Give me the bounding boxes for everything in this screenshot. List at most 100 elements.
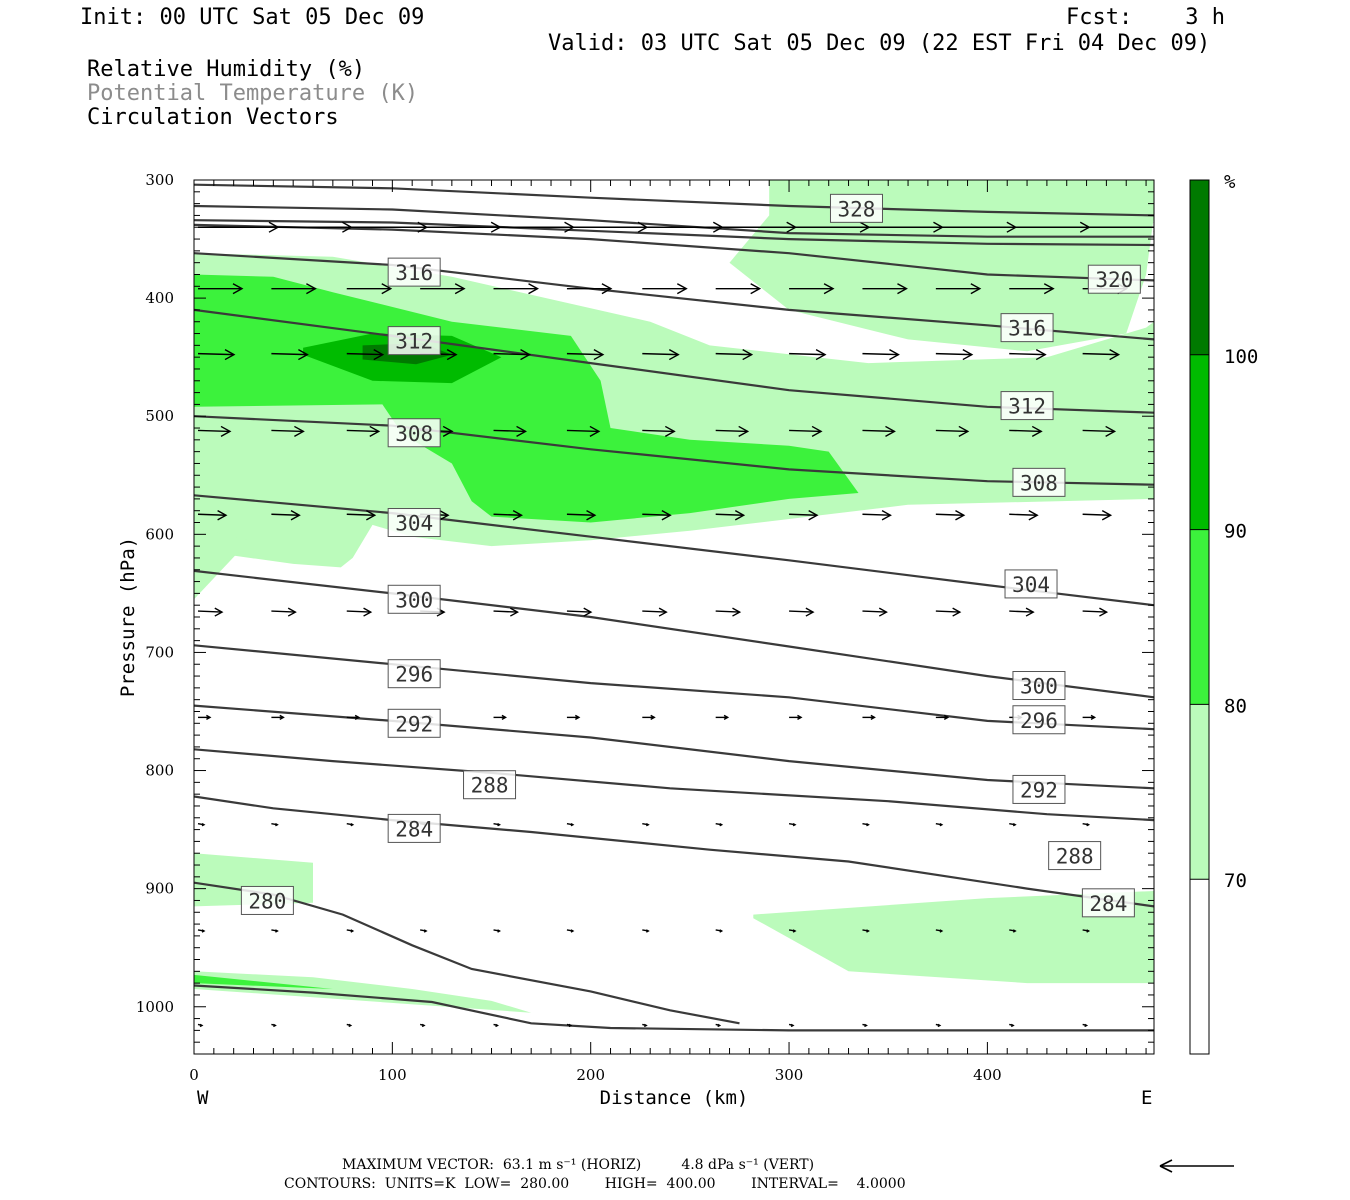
- vector-5-8: [789, 607, 815, 617]
- vector-shaft: [197, 429, 231, 433]
- vector-head: [206, 714, 212, 720]
- vector-head: [732, 607, 742, 617]
- vector-head: [275, 822, 279, 827]
- colorbar-swatch-3: [1190, 704, 1209, 880]
- vector-head: [601, 283, 613, 295]
- vector-head: [650, 714, 656, 720]
- vector-head: [797, 714, 803, 720]
- x-axis-title: Distance (km): [600, 1087, 749, 1109]
- vector-4-1: [271, 510, 301, 521]
- theta-contour-332: [194, 219, 1154, 247]
- vector-head: [568, 1023, 573, 1028]
- vector-shaft: [493, 610, 518, 613]
- contour-label-box: [1012, 467, 1066, 497]
- vector-head: [943, 714, 950, 720]
- vector-head: [586, 510, 597, 521]
- contour-label-296-1: 296: [1012, 705, 1066, 735]
- contour-label-box: [1081, 888, 1135, 918]
- vector-head: [520, 349, 531, 361]
- field-rh-label: Relative Humidity (%): [87, 57, 366, 82]
- vector-7-5: [566, 822, 575, 827]
- vector-head: [1101, 510, 1113, 521]
- vector-head: [306, 283, 317, 295]
- vector-shaft: [715, 610, 740, 613]
- vector-head: [1090, 714, 1097, 720]
- theta-contour-328: [194, 183, 1154, 217]
- vector-3-5: [566, 425, 601, 437]
- contour-label-text: 288: [1056, 845, 1094, 869]
- contour-label-box: [387, 508, 441, 538]
- vector-9-0: [197, 1023, 204, 1028]
- vector-shaft: [862, 610, 887, 613]
- vector-shaft: [935, 352, 972, 356]
- vector-shaft: [493, 513, 522, 516]
- vector-9-6: [642, 1023, 648, 1028]
- vector-head: [512, 510, 523, 521]
- vector-head: [350, 822, 355, 827]
- contour-label-text: 304: [1012, 573, 1050, 597]
- vector-8-10: [935, 929, 944, 933]
- vector-head: [719, 822, 724, 827]
- vector-shaft: [197, 352, 235, 356]
- vector-6-4: [493, 714, 507, 720]
- contour-label-box: [387, 708, 441, 738]
- vector-head: [442, 425, 454, 437]
- y-tick-label: 700: [145, 643, 174, 661]
- vector-3-7: [715, 425, 750, 437]
- vector-5-4: [493, 607, 519, 617]
- contour-label-box: [240, 885, 294, 915]
- vector-5-0: [197, 607, 224, 617]
- vector-head: [958, 425, 970, 437]
- contour-label-316-0: 316: [387, 257, 441, 287]
- x-tick-label: 400: [973, 1066, 1002, 1084]
- vector-9-2: [346, 1023, 353, 1028]
- colorbar-level-label: 100: [1224, 346, 1258, 368]
- vector-7-1: [271, 822, 279, 827]
- vector-head: [589, 425, 601, 437]
- vector-head: [439, 510, 450, 521]
- vector-8-3: [420, 929, 428, 933]
- circulation-vectors: [197, 221, 1154, 1028]
- vector-4-0: [197, 510, 228, 521]
- vector-head: [421, 1023, 426, 1028]
- vector-head: [373, 349, 385, 361]
- vector-shaft: [789, 352, 826, 356]
- vector-6-5: [566, 714, 581, 720]
- vector-shaft: [789, 429, 822, 433]
- contour-label-288-1: 288: [1048, 841, 1102, 871]
- vector-shaft: [566, 352, 603, 356]
- vector-5-9: [862, 607, 888, 617]
- vector-head: [864, 1023, 868, 1028]
- vector-head: [790, 1023, 795, 1028]
- contour-label-text: 304: [395, 512, 433, 536]
- vector-shaft: [271, 610, 296, 613]
- vector-3-9: [862, 425, 896, 437]
- vector-1-0: [198, 283, 244, 295]
- vector-head: [381, 283, 393, 295]
- vector-head: [290, 510, 301, 521]
- vector-head: [1153, 221, 1154, 233]
- vector-head: [201, 822, 206, 827]
- contour-label-box: [387, 257, 441, 287]
- vector-1-8: [789, 283, 835, 295]
- vector-6-7: [715, 714, 730, 720]
- contour-label-284-1: 284: [1081, 888, 1135, 918]
- vector-head: [570, 822, 575, 827]
- vector-head: [350, 929, 355, 933]
- vector-1-6: [642, 283, 688, 295]
- vector-head: [294, 425, 305, 437]
- vector-8-12: [1082, 929, 1091, 933]
- vector-4-2: [346, 510, 377, 521]
- vector-4-4: [493, 510, 523, 521]
- vector-5-6: [642, 607, 668, 617]
- vector-shaft: [642, 610, 667, 613]
- vector-shaft: [1082, 513, 1111, 516]
- field-theta-label: Potential Temperature (K): [87, 81, 419, 106]
- colorbar-frame: [1189, 179, 1210, 1055]
- y-tick-label: 800: [145, 762, 174, 780]
- vector-head: [273, 1023, 277, 1028]
- vector-shaft: [789, 513, 818, 516]
- vector-4-6: [642, 510, 672, 521]
- vector-6-2: [346, 714, 361, 720]
- vector-head: [805, 607, 815, 617]
